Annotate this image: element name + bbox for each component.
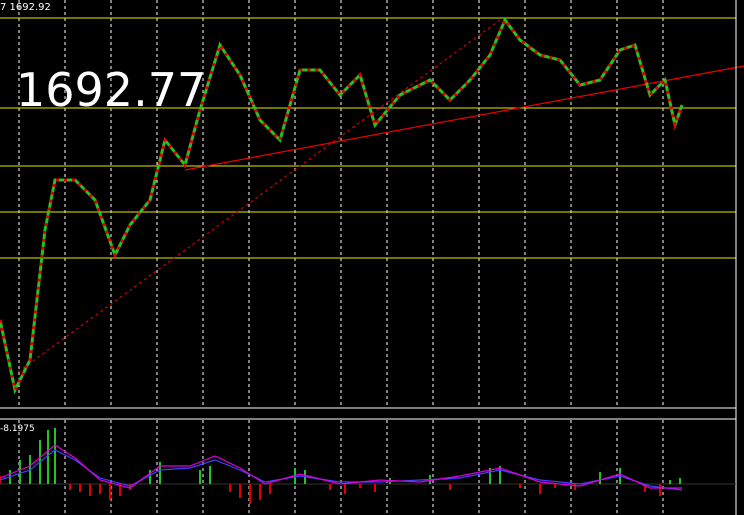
price-candles-red: [0, 17, 684, 395]
horizontal-levels: [0, 17, 736, 259]
vertical-grid: [18, 0, 664, 515]
indicator-histogram-red: [0, 476, 661, 504]
indicator-label: -8.1975: [0, 424, 35, 434]
top-price-label: 7 1692.92: [0, 2, 51, 13]
main-line: [0, 444, 682, 489]
current-price: 1692.77: [16, 63, 206, 117]
trendline: [184, 65, 744, 171]
